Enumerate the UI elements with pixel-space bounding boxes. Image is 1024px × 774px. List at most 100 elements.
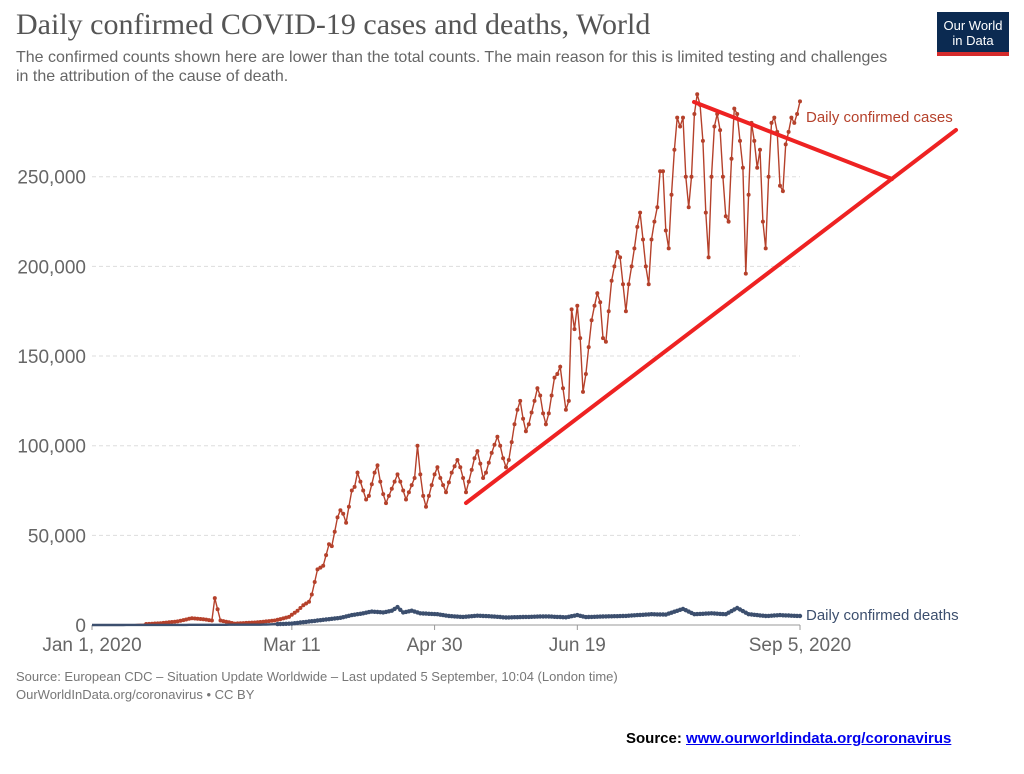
cases-point [604, 340, 608, 344]
cases-point [681, 116, 685, 120]
cases-point [453, 464, 457, 468]
cases-point [764, 246, 768, 250]
cases-point [618, 255, 622, 259]
cases-point [721, 175, 725, 179]
cases-point [513, 422, 517, 426]
y-tick-label: 200,000 [17, 257, 86, 278]
cases-point [518, 399, 522, 403]
x-tick-label: Jan 1, 2020 [42, 635, 141, 656]
cases-point [730, 157, 734, 161]
source-block: Source: European CDC – Situation Update … [16, 668, 618, 704]
cases-point [612, 264, 616, 268]
cases-point [410, 483, 414, 487]
cases-point [704, 211, 708, 215]
cases-point [624, 309, 628, 313]
y-tick-label: 0 [75, 616, 86, 637]
cases-point [630, 264, 634, 268]
cases-point [381, 492, 385, 496]
cases-point [584, 372, 588, 376]
cases-point [627, 282, 631, 286]
cases-point [416, 444, 420, 448]
cases-point [561, 386, 565, 390]
cases-point [587, 345, 591, 349]
cases-point [747, 193, 751, 197]
source-line-1: Source: European CDC – Situation Update … [16, 668, 618, 686]
cases-point [670, 193, 674, 197]
cases-point [752, 139, 756, 143]
cases-point [413, 476, 417, 480]
cases-point [598, 300, 602, 304]
cases-point [387, 494, 391, 498]
cases-point [684, 175, 688, 179]
cases-point [344, 521, 348, 525]
cases-point [313, 580, 317, 584]
annotation-layer [466, 102, 956, 503]
cases-point [407, 490, 411, 494]
cases-point [527, 422, 531, 426]
deaths-point [798, 614, 802, 618]
cases-point [727, 220, 731, 224]
cases-point [341, 512, 345, 516]
cases-point [524, 429, 528, 433]
cases-point [384, 501, 388, 505]
cases-point [672, 148, 676, 152]
cases-point [450, 471, 454, 475]
cases-point [333, 530, 337, 534]
cases-point [550, 394, 554, 398]
cases-point [504, 465, 508, 469]
cases-point [787, 130, 791, 134]
cases-point [401, 489, 405, 493]
cases-point [321, 564, 325, 568]
cases-point [361, 489, 365, 493]
cases-point [610, 279, 614, 283]
cases-point [458, 465, 462, 469]
cases-point [336, 515, 340, 519]
cases-point [564, 408, 568, 412]
cases-point [444, 490, 448, 494]
cases-point [798, 99, 802, 103]
cases-point [641, 238, 645, 242]
cases-point [478, 462, 482, 466]
cases-point [430, 483, 434, 487]
cases-point [404, 498, 408, 502]
cases-point [621, 282, 625, 286]
source-note-link[interactable]: www.ourworldindata.org/coronavirus [686, 730, 951, 747]
cases-point [418, 472, 422, 476]
cases-point [421, 494, 425, 498]
cases-point [761, 220, 765, 224]
cases-point [515, 408, 519, 412]
cases-point [770, 121, 774, 125]
cases-point [650, 238, 654, 242]
source-note-label: Source: [626, 730, 682, 747]
cases-point [535, 386, 539, 390]
cases-point [330, 544, 334, 548]
cases-point [558, 365, 562, 369]
x-tick-label: Mar 11 [263, 635, 321, 656]
cases-point [490, 451, 494, 455]
grid-layer: 050,000100,000150,000200,000250,000 [17, 168, 800, 637]
cases-point [710, 175, 714, 179]
cases-point [441, 483, 445, 487]
cases-point [353, 485, 357, 489]
cases-point [350, 489, 354, 493]
cases-point [593, 304, 597, 308]
cases-point [544, 422, 548, 426]
cases-point [661, 169, 665, 173]
cases-point [652, 220, 656, 224]
cases-point [795, 112, 799, 116]
cases-point [792, 121, 796, 125]
cases-point [632, 246, 636, 250]
cases-point [538, 394, 542, 398]
cases-point [370, 482, 374, 486]
cases-point [324, 553, 328, 557]
cases-point [435, 465, 439, 469]
cases-point [356, 471, 360, 475]
cases-point [647, 282, 651, 286]
cases-point [495, 435, 499, 439]
cases-point [464, 490, 468, 494]
cases-point [638, 211, 642, 215]
cases-point [692, 112, 696, 116]
x-tick-label: Apr 30 [407, 635, 463, 656]
cases-point [338, 508, 342, 512]
cases-point [438, 476, 442, 480]
